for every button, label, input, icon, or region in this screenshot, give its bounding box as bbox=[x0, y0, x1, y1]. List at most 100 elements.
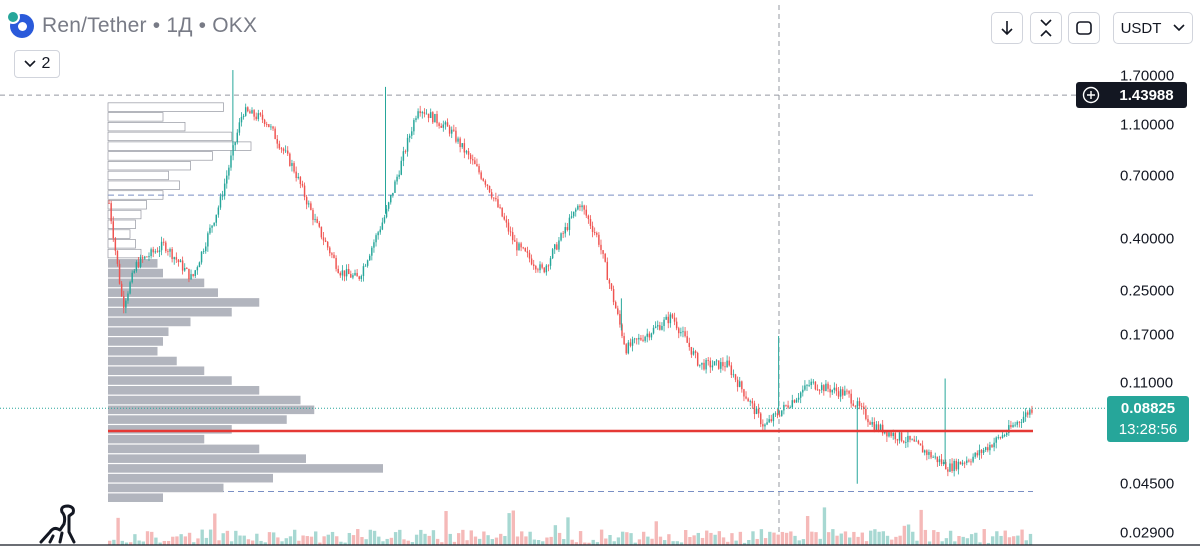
candle-body bbox=[690, 346, 693, 355]
candle-body bbox=[514, 240, 516, 242]
fullscreen-icon bbox=[1076, 21, 1092, 35]
currency-select[interactable]: USDT bbox=[1113, 12, 1193, 44]
candle-body bbox=[219, 196, 222, 208]
candle-body bbox=[736, 379, 739, 387]
candle-body bbox=[810, 381, 812, 386]
volume-bar bbox=[330, 531, 335, 545]
volume-bar bbox=[267, 532, 272, 545]
candle-body bbox=[310, 203, 312, 210]
candle-body bbox=[347, 268, 350, 275]
candle-body bbox=[291, 163, 293, 166]
volume-bar bbox=[528, 531, 532, 545]
candle-body bbox=[701, 362, 703, 365]
candle-body bbox=[450, 129, 453, 134]
candle-body bbox=[596, 232, 598, 235]
symbol-title: Ren/Tether • 1Д • OKX bbox=[42, 14, 258, 37]
candle-body bbox=[379, 229, 381, 233]
candle-body bbox=[232, 145, 234, 156]
candle-body bbox=[337, 268, 339, 274]
candle-body bbox=[606, 261, 609, 280]
candle-body bbox=[205, 246, 207, 252]
candle-body bbox=[755, 408, 758, 415]
collapse-button[interactable] bbox=[1030, 12, 1062, 44]
candle-body bbox=[162, 241, 165, 243]
volume-bar bbox=[999, 535, 1003, 545]
candle-body bbox=[404, 151, 407, 153]
candle-body bbox=[764, 424, 766, 427]
volume-bar bbox=[797, 540, 801, 545]
volume-bar bbox=[822, 507, 827, 545]
candle-body bbox=[863, 406, 865, 409]
candle-body bbox=[961, 462, 964, 465]
candle-body bbox=[358, 276, 360, 280]
candle-body bbox=[476, 164, 478, 167]
candle-body bbox=[169, 249, 171, 252]
candle-body bbox=[305, 197, 308, 205]
volume-bar bbox=[810, 531, 814, 545]
candle-body bbox=[192, 274, 194, 276]
candle-body bbox=[585, 209, 588, 216]
candle-body bbox=[413, 120, 415, 132]
volume-profile-bar bbox=[108, 298, 260, 307]
candle-body bbox=[228, 167, 230, 176]
candle-body bbox=[1020, 422, 1023, 423]
candle-body bbox=[188, 268, 190, 280]
volume-bar bbox=[869, 530, 873, 545]
volume-bar bbox=[410, 542, 415, 545]
crosshair-price-label: 1.43988 bbox=[1106, 82, 1187, 109]
volume-bar bbox=[427, 535, 431, 545]
volume-profile-bar bbox=[107, 229, 131, 239]
add-alert-button[interactable] bbox=[1076, 82, 1106, 109]
candle-body bbox=[610, 283, 613, 290]
candle-body bbox=[213, 222, 215, 226]
candle-body bbox=[215, 214, 218, 223]
candle-body bbox=[614, 302, 617, 309]
volume-bar bbox=[120, 540, 124, 545]
volume-profile-bar bbox=[108, 346, 158, 356]
volume-bar bbox=[864, 541, 869, 545]
volume-bar bbox=[255, 533, 259, 545]
candle-body bbox=[581, 205, 583, 208]
candle-body bbox=[200, 251, 203, 263]
candle-body bbox=[350, 274, 352, 278]
candle-body bbox=[526, 251, 529, 253]
volume-bar bbox=[923, 529, 928, 545]
volume-bar bbox=[663, 540, 667, 545]
volume-profile-bar bbox=[108, 444, 260, 454]
volume-bar bbox=[936, 531, 940, 545]
candle-body bbox=[493, 197, 495, 199]
candle-body bbox=[566, 227, 569, 230]
volume-bar bbox=[911, 531, 915, 545]
volume-bar bbox=[877, 531, 881, 545]
fullscreen-button[interactable] bbox=[1068, 12, 1100, 44]
volume-bar bbox=[776, 534, 780, 545]
candle-body bbox=[194, 270, 196, 276]
bar-countdown: 13:28:56 bbox=[1118, 421, 1178, 439]
candle-body bbox=[326, 241, 329, 248]
candle-body bbox=[474, 160, 476, 165]
candle-body bbox=[392, 192, 394, 196]
candle-body bbox=[518, 243, 520, 251]
candle-body bbox=[783, 404, 785, 411]
candle-body bbox=[366, 260, 369, 266]
candle-body bbox=[183, 267, 186, 271]
candle-body bbox=[635, 338, 638, 340]
volume-bar bbox=[784, 532, 789, 545]
volume-bar bbox=[461, 529, 465, 545]
volume-bar bbox=[1028, 533, 1033, 545]
volume-bar bbox=[221, 533, 225, 545]
candle-body bbox=[621, 324, 623, 337]
candle-body bbox=[654, 326, 657, 328]
indicator-collapse-button[interactable]: 2 bbox=[14, 50, 60, 78]
candle-body bbox=[371, 247, 373, 256]
candle-body bbox=[381, 222, 384, 230]
candle-body bbox=[713, 361, 716, 366]
volume-bar bbox=[671, 541, 675, 545]
volume-profile-bar bbox=[108, 483, 224, 493]
candle-body bbox=[196, 267, 199, 271]
volume-bar bbox=[801, 539, 806, 545]
volume-bar bbox=[562, 539, 566, 545]
download-button[interactable] bbox=[991, 12, 1023, 44]
volume-bar bbox=[734, 540, 738, 545]
